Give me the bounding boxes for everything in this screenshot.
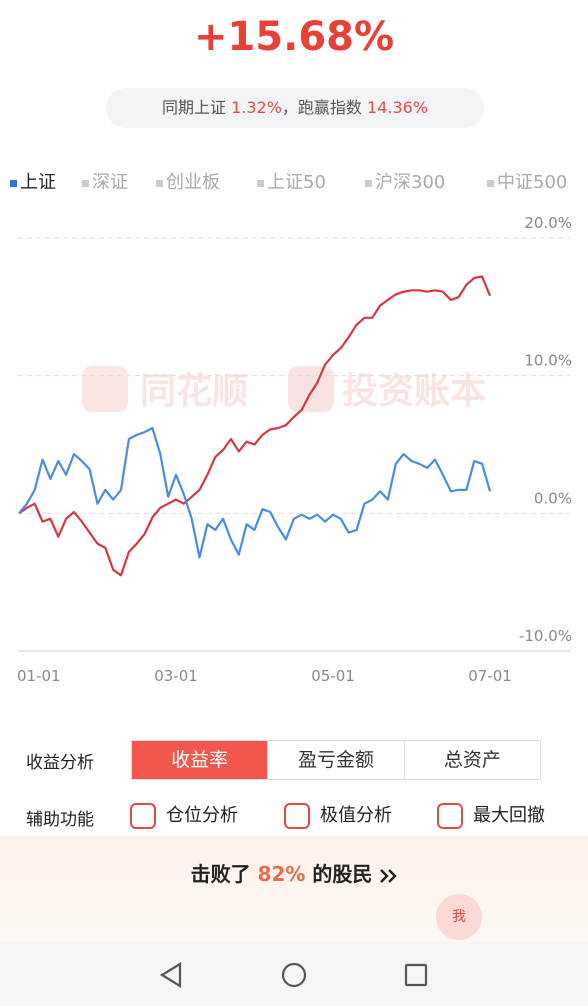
- home-button[interactable]: [281, 962, 307, 988]
- total-return: +15.68%: [193, 14, 395, 60]
- watermark: 同花顺 投资账本: [82, 366, 486, 412]
- x-tick-label: 01-01: [17, 667, 61, 685]
- analysis-option-text: 总资产: [443, 749, 501, 771]
- excess-return: 14.36%: [367, 98, 429, 117]
- x-tick-label: 05-01: [311, 667, 355, 685]
- index-tab[interactable]: 上证50: [257, 168, 326, 194]
- y-tick-label: 10.0%: [524, 352, 572, 370]
- banner-after: 的股民: [312, 862, 373, 886]
- analysis-option-text: 收益率: [171, 749, 229, 771]
- watermark-icon: [82, 366, 128, 412]
- index-tab[interactable]: 上证: [10, 168, 56, 194]
- tool-checkbox[interactable]: 极值分析: [284, 802, 392, 830]
- watermark-text: 同花顺: [140, 371, 248, 412]
- banner-percent: 82%: [257, 862, 306, 886]
- index-tab[interactable]: 深证: [82, 168, 128, 194]
- y-tick-label: -10.0%: [519, 627, 572, 645]
- chart: 同花顺 投资账本 20.0% 10.0% 0.0% -10.0% 01-01 03-01 0…: [17, 214, 572, 685]
- index-tab-text: 中证500: [497, 172, 568, 193]
- y-tick-label: 0.0%: [534, 489, 572, 507]
- analysis-option-text: 盈亏金额: [297, 749, 374, 771]
- x-tick-label: 03-01: [154, 667, 198, 685]
- index-tab-text: 沪深300: [375, 172, 446, 193]
- index-tab-text: 创业板: [166, 172, 220, 193]
- index-tab-text: 上证: [20, 172, 56, 193]
- me-button[interactable]: 我: [436, 894, 482, 940]
- series-line: [18, 426, 492, 559]
- recent-button[interactable]: [404, 963, 428, 987]
- compare-label: 同期上证: [161, 98, 226, 117]
- series-line: [18, 275, 492, 577]
- comparison: 同期上证 1.32%，跑赢指数 14.36%: [106, 88, 484, 128]
- y-tick-label: 20.0%: [524, 214, 572, 232]
- analysis-switch: 收益率 盈亏金额 总资产: [131, 740, 541, 780]
- tools-label: 辅助功能: [26, 810, 94, 830]
- banner-text[interactable]: 击败了 82% 的股民: [0, 858, 588, 887]
- tool-checkbox[interactable]: 最大回撤: [437, 802, 545, 830]
- nav-bar: [0, 942, 588, 1006]
- index-tab-text: 上证50: [267, 172, 326, 193]
- tool-checkbox-text: 仓位分析: [166, 805, 238, 826]
- tool-checkbox-text: 极值分析: [320, 805, 392, 826]
- x-tick-label: 07-01: [468, 667, 512, 685]
- tool-checkbox[interactable]: 仓位分析: [130, 802, 238, 830]
- index-tab[interactable]: 中证500: [487, 168, 567, 194]
- beat-label: ，跑赢指数: [281, 98, 362, 117]
- tool-checkbox-text: 最大回撤: [473, 805, 545, 826]
- index-return: 1.32%: [231, 98, 282, 117]
- analysis-option[interactable]: 收益率: [132, 741, 268, 779]
- analysis-label: 收益分析: [26, 753, 94, 773]
- watermark-icon: [288, 366, 334, 412]
- index-tab[interactable]: 创业板: [156, 168, 220, 194]
- banner-before: 击败了: [190, 862, 251, 886]
- watermark-text: 投资账本: [342, 371, 486, 412]
- analysis-option[interactable]: 盈亏金额: [267, 741, 403, 779]
- back-button[interactable]: [159, 962, 182, 988]
- index-tab[interactable]: 沪深300: [365, 168, 445, 194]
- banner[interactable]: [0, 836, 588, 942]
- arrows: [380, 868, 398, 883]
- index-tab-text: 深证: [92, 172, 128, 193]
- analysis-option[interactable]: 总资产: [403, 741, 540, 779]
